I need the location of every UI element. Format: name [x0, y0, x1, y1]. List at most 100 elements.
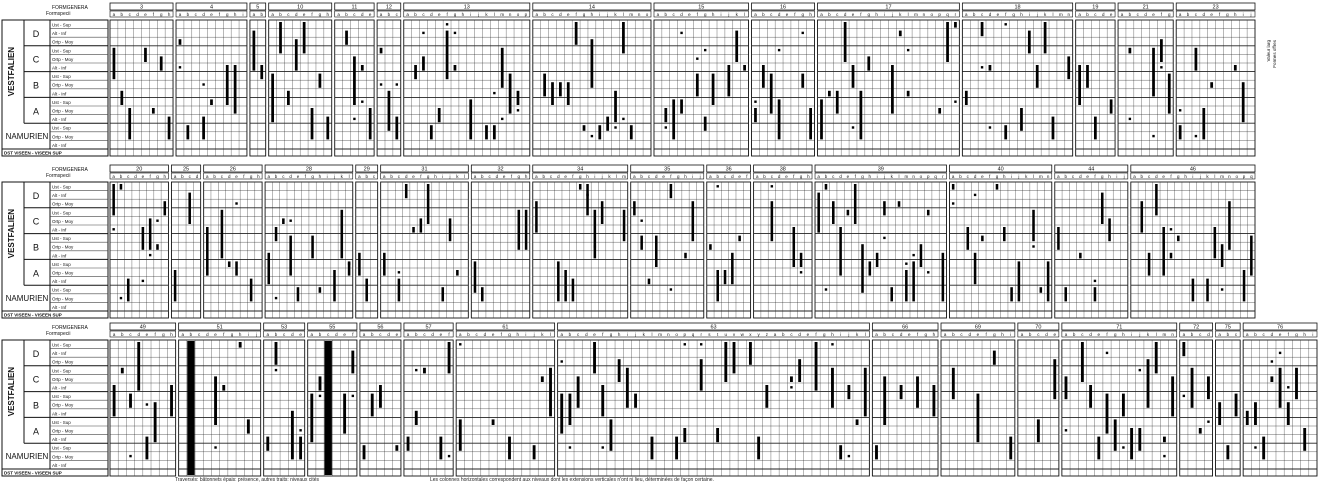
- species-letter: i: [594, 174, 595, 179]
- occurrence-dot: [1178, 109, 1182, 112]
- formgenus-18: 18 a b c d e f g h i j k l m n: [961, 2, 1074, 157]
- occurrence-dot: [447, 454, 451, 458]
- species-letter: r: [955, 12, 957, 17]
- species-letter: c: [398, 174, 401, 179]
- species-letter: a: [1021, 332, 1024, 337]
- species-letter: i: [442, 174, 443, 179]
- occurrence-dot: [601, 446, 604, 449]
- species-letter: b: [825, 174, 828, 179]
- species-letter: d: [968, 332, 971, 337]
- species-box: [1061, 330, 1178, 338]
- right-note-1: Valeur larg: [1266, 40, 1271, 62]
- genus-number: 39: [878, 167, 884, 173]
- species-letter: g: [319, 12, 322, 17]
- formgenera-label: FORMGENERA: [52, 167, 89, 173]
- occurrence-dot: [1163, 454, 1166, 458]
- species-letter: f: [219, 12, 221, 17]
- sublevel-label: Ust - Sup: [52, 368, 71, 373]
- species-letter: b: [371, 332, 374, 337]
- sublevel-label: Alt - Inf: [52, 279, 67, 284]
- formgenus-29: 29a b c: [355, 164, 379, 319]
- occurrence-dot: [353, 117, 356, 121]
- occurrence-dot: [749, 343, 752, 346]
- species-letter: d: [206, 332, 209, 337]
- species-letter: k: [456, 174, 459, 179]
- genus-number: 11: [352, 5, 358, 11]
- occurrence-dot: [226, 66, 229, 69]
- species-letter: l: [494, 12, 495, 17]
- species-letter: h: [434, 174, 437, 179]
- occurrence-dot: [801, 31, 804, 35]
- species-letter: c: [1195, 12, 1198, 17]
- genus-number: 25: [183, 167, 189, 173]
- species-letter: i: [470, 12, 471, 17]
- species-letter: g: [924, 332, 927, 337]
- species-box: [403, 10, 531, 18]
- occurrence-dot: [954, 100, 957, 103]
- occurrence-dot: [379, 394, 382, 398]
- sublevel-label: Ortp - Moy: [52, 360, 74, 365]
- genus-number: 55: [329, 325, 335, 331]
- species-letter: d: [289, 174, 292, 179]
- species-box: [178, 330, 261, 338]
- species-letter: b: [1191, 332, 1194, 337]
- species-letter: c: [1137, 12, 1140, 17]
- species-letter: d: [989, 12, 992, 17]
- genus-header-box: [940, 322, 1016, 331]
- species-letter: d: [680, 12, 683, 17]
- species-letter: c: [221, 174, 224, 179]
- species-letter: e: [144, 12, 147, 17]
- species-letter: d: [295, 12, 298, 17]
- species-letter: i: [248, 332, 249, 337]
- species-letter: a: [1133, 174, 1136, 179]
- species-letter: g: [427, 174, 430, 179]
- species-letter: f: [511, 174, 513, 179]
- species-letter: b: [415, 332, 418, 337]
- species-letter: k: [485, 12, 488, 17]
- species-letter: a: [383, 174, 386, 179]
- formgenus-20: 20 a b c d e f g h: [109, 164, 169, 319]
- formgenus-55: 55 a b c d e f: [307, 322, 358, 477]
- formgenus-72: 72 a b c d: [1179, 322, 1213, 477]
- stage-letter-b: B: [33, 401, 39, 411]
- genus-number: 17: [885, 5, 891, 11]
- species-letter: f: [311, 12, 313, 17]
- species-letter: a: [406, 12, 409, 17]
- species-letter: f: [855, 174, 857, 179]
- species-letter: h: [257, 174, 260, 179]
- species-letter: e: [977, 332, 980, 337]
- genus-header-box: [268, 2, 333, 11]
- species-letter: g: [250, 174, 253, 179]
- sublevel-label: Ust - Sup: [52, 23, 71, 28]
- genus-header-box: [1017, 322, 1060, 331]
- species-letter: f: [153, 12, 155, 17]
- sublevel-label: Alt - Inf: [52, 253, 67, 258]
- species-letter: a: [267, 332, 270, 337]
- species-letter: h: [684, 174, 687, 179]
- occurrence-dot: [415, 368, 418, 372]
- species-letter: h: [591, 12, 594, 17]
- genus-header-box: [1075, 2, 1116, 11]
- species-letter: a: [754, 12, 757, 17]
- species-letter: f: [305, 174, 307, 179]
- species-letter: d: [778, 174, 781, 179]
- species-letter: l: [623, 12, 624, 17]
- formspecii-label: Formspecii: [46, 173, 70, 179]
- species-letter: b: [1086, 12, 1089, 17]
- occurrence-dot: [696, 57, 699, 60]
- species-letter: c: [770, 12, 773, 17]
- species-letter: b: [542, 174, 545, 179]
- species-letter: m: [500, 12, 504, 17]
- genus-header-box: [1179, 322, 1213, 331]
- species-letter: e: [412, 174, 415, 179]
- species-letter: h: [319, 174, 322, 179]
- species-letter: d: [557, 174, 560, 179]
- sublevel-label: Alt - Inf: [52, 386, 67, 391]
- grid-frame: [355, 181, 379, 319]
- species-box: [355, 172, 378, 180]
- species-letter: d: [228, 174, 231, 179]
- occurrence-dot: [951, 202, 955, 205]
- formgenus-44: 44 a b c d e f g h i j: [1054, 164, 1129, 319]
- genus-header-box: [949, 164, 1053, 173]
- species-letter: b: [762, 12, 765, 17]
